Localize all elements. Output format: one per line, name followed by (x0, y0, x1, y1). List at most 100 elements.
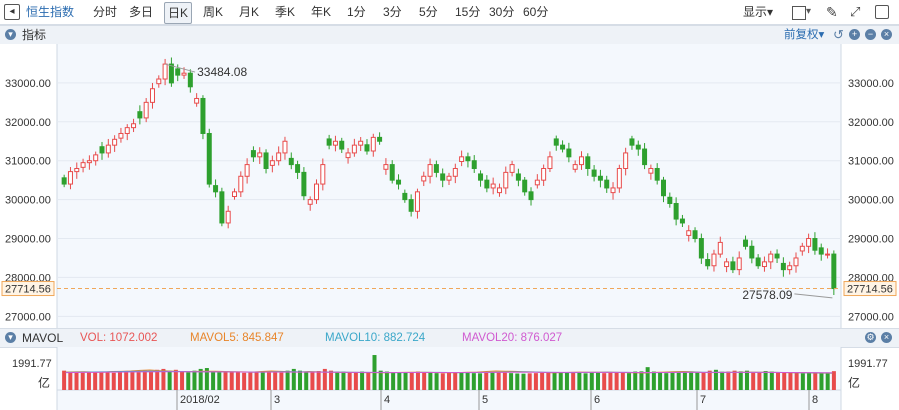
adjust-menu[interactable]: 前复权▾ (784, 29, 825, 41)
volume-bar (111, 372, 116, 390)
candle-body (326, 138, 332, 146)
volume-bar (651, 371, 656, 390)
y-tick-right: 27000.00 (848, 311, 894, 323)
low-leader (794, 293, 833, 299)
volume-bar (80, 372, 85, 390)
volume-bar (273, 372, 278, 390)
candle-body (566, 148, 572, 158)
candlestick-chart[interactable]: 33000.00 33000.00 32000.00 32000.00 31000.00… (0, 44, 899, 328)
window-restore-icon[interactable] (875, 5, 889, 19)
close-icon[interactable]: × (881, 29, 892, 40)
volume-bar (502, 372, 507, 390)
volume-bar (447, 372, 451, 390)
volume-bar (589, 372, 594, 390)
candle-body (332, 140, 338, 146)
volume-bar (198, 368, 203, 390)
y-tick-left: 33000.00 (5, 78, 51, 90)
candle-body (414, 191, 420, 212)
volume-bar (99, 372, 104, 390)
volume-bar (515, 373, 520, 390)
candle-body (250, 150, 256, 158)
volume-bar (322, 368, 327, 390)
volume-bar (285, 370, 290, 390)
volume-bar (260, 372, 265, 390)
high-annotation: 33484.08 (197, 65, 247, 79)
period-1[interactable]: 多日 (129, 5, 154, 19)
period-11[interactable]: 30分 (489, 5, 515, 19)
candle-body (440, 173, 446, 181)
volume-bar (173, 369, 178, 390)
volume-bar (254, 372, 259, 390)
volume-bar (266, 371, 271, 390)
period-8[interactable]: 3分 (383, 5, 402, 19)
y-tick-right: 32000.00 (848, 117, 894, 129)
candle-body (99, 146, 105, 154)
candle-body (736, 257, 742, 271)
candle-body (484, 179, 490, 189)
plot-area (57, 44, 841, 328)
volume-bar (86, 372, 91, 390)
volume-bar (105, 372, 110, 390)
volume-bar (204, 368, 209, 390)
candle-body (780, 262, 786, 271)
volume-bar (465, 372, 470, 390)
volume-unit-left: 亿 (38, 376, 51, 390)
collapse-icon[interactable]: ▾ (5, 29, 16, 40)
y-tick-right: 31000.00 (848, 156, 894, 168)
settings-icon[interactable]: ⚙ (865, 332, 876, 343)
candle-body (131, 123, 137, 129)
candle-body (137, 111, 143, 119)
period-3[interactable]: 周K (203, 5, 224, 19)
candle-body (105, 144, 111, 154)
mavol10-value: MAVOL10: 882.724 (325, 332, 426, 344)
candle-body (528, 191, 534, 201)
period-9[interactable]: 5分 (419, 5, 438, 19)
volume-bar (645, 367, 650, 390)
checkbox-icon[interactable] (792, 6, 806, 20)
period-6[interactable]: 年K (311, 5, 332, 19)
reset-icon[interactable]: ↺ (833, 27, 844, 42)
candle-body (389, 164, 395, 181)
volume-bar (124, 372, 129, 390)
period-7[interactable]: 1分 (347, 5, 366, 19)
add-icon[interactable]: + (849, 29, 860, 40)
collapse-volume-icon[interactable]: ▾ (5, 332, 16, 343)
sidebar-toggle-icon[interactable]: ◂ (4, 4, 20, 20)
candle-body (686, 230, 692, 236)
candle-body (263, 152, 269, 169)
candle-body (295, 164, 301, 173)
volume-bar (726, 371, 731, 390)
pen-icon[interactable]: ✎ (826, 4, 838, 20)
candle-body (200, 97, 206, 134)
volume-bar (130, 372, 135, 390)
volume-bar (484, 372, 489, 390)
current-price-left: 27714.56 (5, 284, 51, 296)
candle-body (692, 230, 698, 240)
volume-bar (800, 373, 805, 390)
volume-chart[interactable]: 2018/02 3 4 5 6 7 8 (0, 347, 899, 410)
index-title[interactable]: 恒生指数 (26, 5, 75, 19)
volume-bar (360, 371, 365, 390)
volume-bar (186, 372, 191, 390)
period-4[interactable]: 月K (239, 5, 260, 19)
dropdown-arrow-icon[interactable]: ▾ (806, 6, 812, 17)
volume-bar (62, 370, 67, 390)
period-5[interactable]: 季K (275, 5, 296, 19)
remove-icon[interactable]: − (865, 29, 876, 40)
close-volume-icon[interactable]: × (881, 332, 892, 343)
display-menu[interactable]: 显示▾ (743, 5, 774, 19)
period-2[interactable]: 日K (164, 2, 193, 24)
period-0[interactable]: 分时 (93, 5, 118, 19)
period-12[interactable]: 60分 (523, 5, 549, 19)
candle-body (276, 152, 282, 162)
volume-bar (701, 372, 706, 390)
volume-bar (490, 372, 495, 390)
candle-body (465, 156, 471, 162)
volume-bar (223, 372, 228, 390)
volume-bar (819, 373, 824, 390)
volume-bar (831, 371, 836, 390)
period-10[interactable]: 15分 (455, 5, 481, 19)
volume-bar (310, 372, 315, 390)
volume-bar (478, 373, 483, 390)
fullscreen-icon[interactable]: ⤢ (850, 4, 861, 19)
